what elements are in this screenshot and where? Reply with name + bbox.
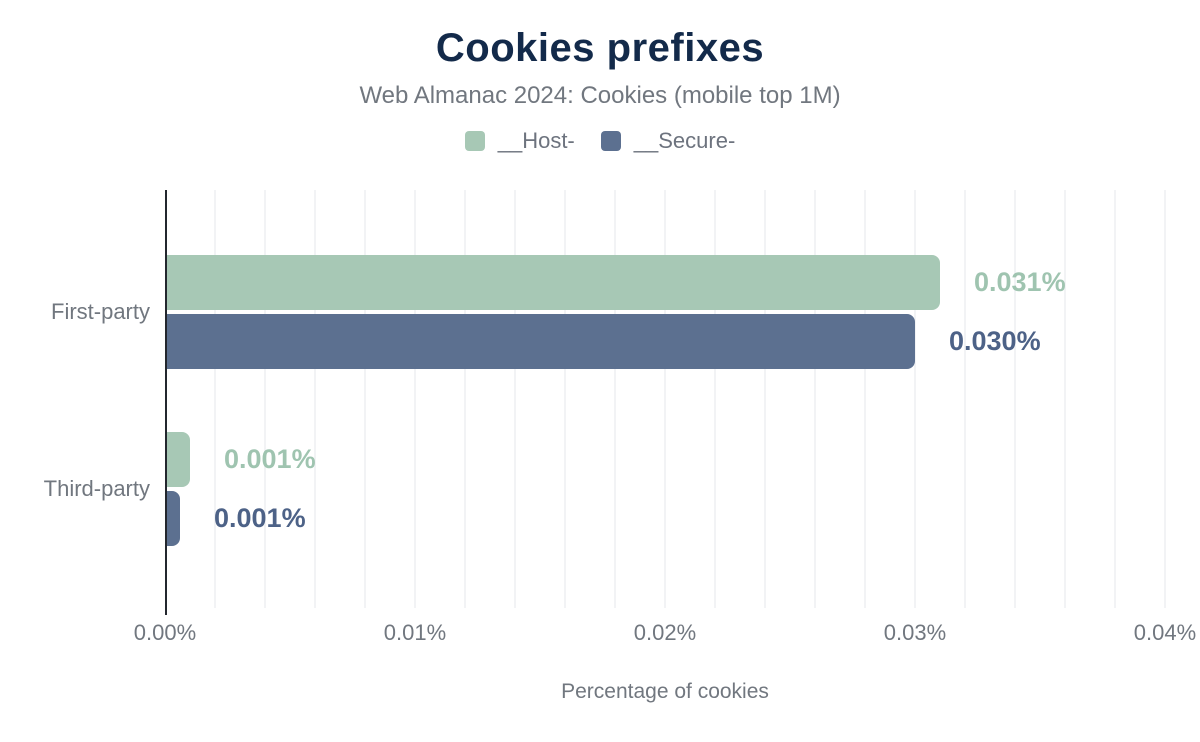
- gridline: [264, 190, 266, 608]
- gridline: [614, 190, 616, 608]
- plot-area: 0.031% 0.030% 0.001% 0.001%: [165, 190, 1166, 615]
- legend-label-secure: __Secure-: [633, 128, 736, 153]
- category-label-thirdparty: Third-party: [43, 476, 150, 501]
- gridline: [1014, 190, 1016, 608]
- chart-header: Cookies prefixes Web Almanac 2024: Cooki…: [0, 0, 1200, 152]
- x-tick-label-3: 0.03%: [883, 620, 947, 645]
- value-label-thirdparty-host: 0.001%: [224, 443, 316, 474]
- gridline: [714, 190, 716, 608]
- legend-swatch-host-icon: [464, 131, 485, 151]
- legend-swatch-secure-icon: [600, 131, 621, 151]
- gridline: [664, 190, 666, 608]
- gridline: [864, 190, 866, 608]
- gridline: [214, 190, 216, 608]
- gridline: [1114, 190, 1116, 608]
- x-axis-title: Percentage of cookies: [561, 680, 769, 703]
- value-label-firstparty-host: 0.031%: [974, 266, 1066, 297]
- legend: __Host- __Secure-: [0, 130, 1200, 152]
- gridline: [564, 190, 566, 608]
- x-tick-label-2: 0.02%: [633, 620, 697, 645]
- gridline: [364, 190, 366, 608]
- bar-firstparty-host[interactable]: [167, 255, 940, 310]
- value-label-thirdparty-secure: 0.001%: [214, 502, 306, 533]
- bar-thirdparty-secure[interactable]: [167, 491, 180, 546]
- bar-firstparty-secure[interactable]: [167, 314, 915, 369]
- gridline: [464, 190, 466, 608]
- gridline: [914, 190, 916, 608]
- bar-thirdparty-host[interactable]: [167, 432, 190, 487]
- x-tick-label-4: 0.04%: [1133, 620, 1197, 645]
- gridline: [414, 190, 416, 608]
- gridline: [1064, 190, 1066, 608]
- legend-label-host: __Host-: [497, 128, 575, 153]
- chart-title: Cookies prefixes: [435, 26, 765, 70]
- gridline: [314, 190, 316, 608]
- gridline: [964, 190, 966, 608]
- gridline: [514, 190, 516, 608]
- x-tick-label-1: 0.01%: [383, 620, 447, 645]
- x-tick-label-0: 0.00%: [133, 620, 197, 645]
- legend-item-secure[interactable]: __Secure-: [600, 128, 736, 153]
- chart-subtitle: Web Almanac 2024: Cookies (mobile top 1M…: [359, 82, 841, 109]
- legend-item-host[interactable]: __Host-: [464, 128, 575, 153]
- gridline: [1164, 190, 1166, 608]
- category-label-firstparty: First-party: [51, 299, 150, 324]
- gridline: [814, 190, 816, 608]
- gridline: [764, 190, 766, 608]
- y-axis-line: [165, 190, 167, 615]
- value-label-firstparty-secure: 0.030%: [949, 325, 1041, 356]
